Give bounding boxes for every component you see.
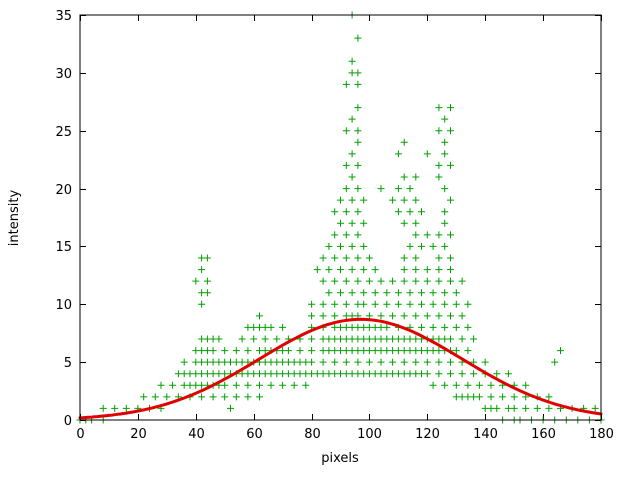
- fit-curve-layer: [78, 317, 603, 420]
- x-tick-label: 40: [188, 427, 205, 442]
- y-tick-label: 25: [55, 125, 72, 140]
- x-tick-label: 180: [589, 427, 614, 442]
- x-tick-label: 120: [415, 427, 440, 442]
- x-tick-label: 140: [473, 427, 498, 442]
- y-tick-label: 0: [64, 414, 72, 429]
- scatter-layer: [76, 11, 605, 424]
- x-tick-label: 0: [76, 427, 84, 442]
- x-tick-label: 80: [304, 427, 321, 442]
- y-tick-label: 10: [55, 298, 72, 313]
- scatter-points: [76, 11, 605, 424]
- y-tick-label: 30: [55, 67, 72, 82]
- x-tick-label: 100: [357, 427, 382, 442]
- plot-border: [79, 14, 602, 421]
- x-axis-label: pixels: [321, 451, 359, 466]
- y-tick-label: 35: [55, 9, 72, 24]
- x-tick-label: 20: [130, 427, 147, 442]
- y-axis-label: intensity: [7, 190, 22, 247]
- plot-frame: [79, 14, 602, 421]
- axis-labels: pixels intensity: [7, 190, 359, 466]
- y-tick-label: 5: [64, 356, 72, 371]
- x-tick-label: 60: [246, 427, 263, 442]
- x-tick-label: 160: [531, 427, 556, 442]
- fit-curve: [78, 317, 603, 420]
- y-tick-label: 20: [55, 183, 72, 198]
- axis-ticks: 0 20 40 60 80 100 120 140 160 180 0 5 10 15 20 25 30 35: [55, 9, 613, 442]
- y-tick-label: 15: [55, 240, 72, 255]
